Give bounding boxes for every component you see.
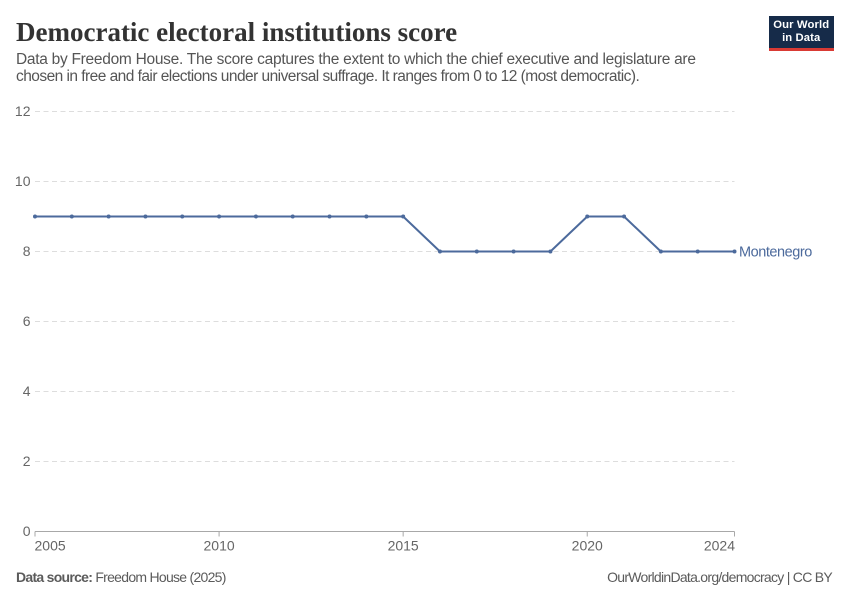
owid-logo-red-bar	[769, 47, 834, 51]
data-source-value: Freedom House (2025)	[95, 569, 226, 585]
data-point-marker	[474, 249, 479, 254]
x-tick-label: 2015	[388, 538, 419, 554]
data-point-marker	[437, 249, 442, 254]
data-point-marker	[106, 214, 111, 219]
subtitle-line-1: Data by Freedom House. The score capture…	[16, 51, 696, 68]
data-point-marker	[180, 214, 185, 219]
chart-subtitle: Data by Freedom House. The score capture…	[16, 51, 696, 86]
x-tick-label: 2010	[204, 538, 235, 554]
data-point-marker	[327, 214, 332, 219]
owid-logo-line-2: in Data	[782, 32, 821, 45]
data-point-marker	[658, 249, 663, 254]
entity-label: Montenegro	[739, 244, 812, 260]
data-point-marker	[69, 214, 74, 219]
credit-url[interactable]: OurWorldinData.org/democracy | CC BY	[607, 569, 833, 585]
y-tick-label: 8	[23, 243, 31, 259]
series-line	[34, 215, 736, 253]
x-tick-label: 2005	[35, 538, 66, 554]
owid-logo-line-1: Our World	[773, 19, 830, 31]
data-point-marker	[622, 214, 627, 219]
data-point-marker	[401, 214, 406, 219]
data-point-marker	[364, 214, 369, 219]
data-point-marker	[548, 249, 553, 254]
data-point-marker	[33, 214, 37, 219]
data-point-marker	[695, 249, 700, 254]
y-tick-label: 12	[15, 103, 31, 119]
y-tick-label: 2	[23, 453, 31, 469]
data-point-marker	[511, 249, 516, 254]
y-tick-label: 6	[23, 313, 31, 329]
data-point-marker	[585, 214, 590, 219]
data-point-marker	[290, 214, 295, 219]
data-point-marker	[143, 214, 148, 219]
data-point-marker	[253, 214, 258, 219]
data-point-marker	[732, 249, 737, 254]
y-tick-label: 4	[23, 383, 31, 399]
x-tick-label: 2020	[572, 538, 603, 554]
data-source-label: Data source:	[16, 569, 93, 585]
subtitle-line-2: chosen in free and fair elections under …	[16, 68, 640, 86]
data-point-marker	[217, 214, 222, 219]
data-source: Data source: Freedom House (2025)	[16, 569, 226, 585]
y-tick-label: 0	[23, 523, 31, 539]
y-tick-label: 10	[15, 173, 31, 189]
x-tick-label: 2024	[704, 538, 735, 554]
chart-title: Democratic electoral institutions score	[16, 17, 458, 47]
owid-logo: Our World in Data	[769, 15, 834, 51]
